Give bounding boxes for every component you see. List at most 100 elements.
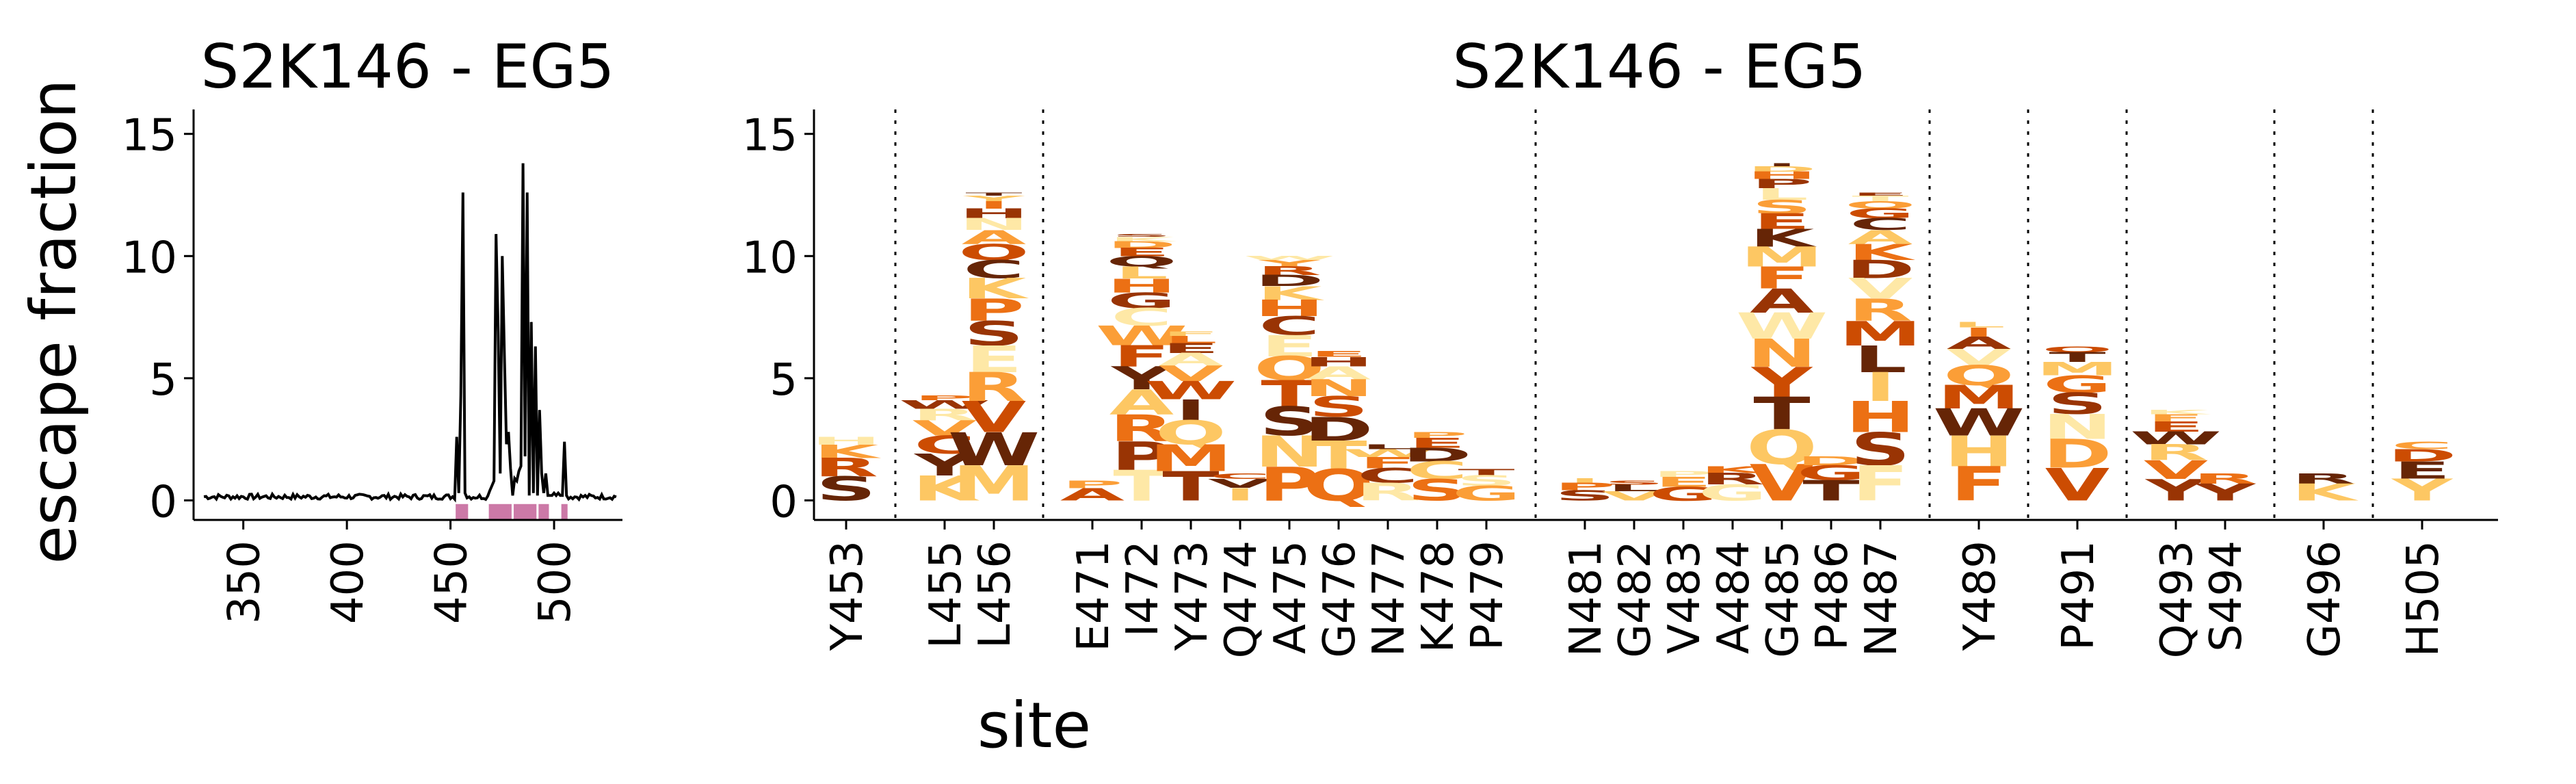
logo-letter-glyph: M — [1839, 314, 1921, 353]
site-tick-label: L456 — [970, 540, 1021, 649]
logo-letter: Y — [1258, 259, 1320, 268]
logo-letter: E — [2147, 419, 2204, 434]
logo-letter-glyph: V — [1848, 273, 1913, 305]
logo-letter: P — [1406, 430, 1467, 440]
logo-letter: T — [1113, 461, 1170, 510]
logo-letter-glyph: W — [1145, 376, 1237, 406]
logo-letter-glyph: P — [1406, 430, 1467, 440]
logo-letter-glyph: Q — [2042, 345, 2113, 354]
logo-letter: D — [1402, 444, 1471, 466]
logo-letter: I — [1569, 478, 1600, 484]
logo-letter: R — [1700, 470, 1765, 488]
group-separators — [894, 109, 2374, 520]
logo-letter: N — [1747, 331, 1817, 376]
logo-letter-glyph: W — [1244, 255, 1336, 261]
logo-letter: A — [1848, 226, 1913, 248]
logo-y-tick-label: 0 — [770, 477, 798, 527]
logo-letter: R — [1356, 478, 1420, 506]
logo-letter-glyph: L — [1755, 185, 1809, 204]
logo-letter-glyph: I — [1175, 393, 1206, 427]
logo-letter: P — [914, 394, 975, 402]
logo-letter-glyph: L — [1854, 339, 1907, 381]
logo-letter-glyph: A — [1159, 350, 1223, 370]
logo-letter: Q — [1845, 199, 1916, 211]
logo-letter-glyph: I — [1963, 325, 1994, 339]
logo-letter: L — [1952, 321, 2006, 329]
logo-letter-glyph: Y — [1258, 259, 1320, 268]
logo-letter: F — [2147, 413, 2204, 424]
logo-letter: T — [1261, 374, 1317, 415]
escape-line — [203, 163, 617, 503]
logo-letter: F — [1753, 261, 1810, 296]
logo-letter-glyph: A — [1109, 382, 1174, 422]
logo-letter: L — [1115, 263, 1168, 283]
logo-letter: S — [1604, 480, 1664, 486]
logo-letter: S — [1407, 473, 1467, 507]
logo-letter: Y — [2391, 473, 2454, 508]
site-line-panel: S2K146 - EG5 escape fraction 0 5 10 15 350 40… — [17, 31, 622, 624]
logo-letter-glyph: T — [1458, 467, 1514, 478]
logo-letter: S — [816, 470, 876, 508]
logo-letter-glyph: C — [1209, 472, 1271, 480]
logo-letter-glyph: D — [1747, 165, 1816, 173]
logo-letter: I — [1175, 393, 1206, 427]
logo-letter: H — [1944, 427, 2014, 476]
logo-letter: N — [959, 215, 1029, 234]
site-tick-label: N481 — [1561, 540, 1612, 657]
logo-letter-glyph: T — [965, 192, 1022, 196]
logo-letter-glyph: N — [1747, 331, 1817, 376]
logo-letter: N — [1254, 427, 1324, 477]
site-tick-label: K478 — [1413, 540, 1464, 653]
logo-letter: M — [952, 456, 1035, 512]
x-tick-label: 350 — [220, 540, 270, 624]
logo-letter-glyph: I — [978, 199, 1009, 211]
logo-letter: L — [1607, 483, 1661, 493]
logo-letter-glyph: I — [1224, 484, 1255, 504]
logo-letter: Q — [1303, 460, 1374, 511]
logo-letter: G — [1649, 483, 1718, 505]
y-tick-label: 0 — [149, 477, 177, 527]
logo-letter: H — [811, 434, 881, 447]
logo-letter: E — [1852, 192, 1908, 196]
logo-letter-glyph: W — [2130, 428, 2222, 449]
logo-letter-glyph: V — [1159, 361, 1224, 386]
logo-letter: G — [1797, 461, 1865, 484]
logo-letter: G — [1846, 206, 1915, 221]
logo-letter: K — [2291, 480, 2360, 506]
logo-letter-glyph: G — [1649, 483, 1718, 505]
logo-letter: H — [1304, 354, 1374, 369]
logo-letter: I — [1766, 162, 1797, 167]
logo-letter: V — [2144, 456, 2209, 485]
logo-letter-glyph: A — [1306, 363, 1371, 383]
logo-letter-glyph: V — [912, 417, 977, 441]
logo-letter-glyph: Y — [914, 448, 977, 483]
site-tick-label: Y489 — [1955, 540, 2006, 651]
logo-letter-glyph: H — [1304, 354, 1374, 369]
logo-letter: A — [1947, 333, 2011, 354]
site-tick-label: V483 — [1659, 540, 1710, 654]
logo-letter: M — [1740, 241, 1823, 273]
logo-letter-glyph: V — [1602, 488, 1667, 503]
logo-letter: C — [1111, 304, 1172, 332]
logo-letter: S — [1752, 196, 1812, 218]
logo-letter: M — [1937, 378, 2020, 416]
logo-letter-glyph: S — [964, 314, 1024, 353]
logo-letter: F — [1162, 330, 1219, 337]
logo-letter-glyph: L — [1164, 334, 1218, 345]
logo-letter: V — [1208, 476, 1273, 491]
logo-letter: P — [1062, 479, 1122, 491]
logo-letter: N — [2042, 407, 2112, 447]
logo-letter-glyph: V — [2144, 456, 2209, 485]
logo-letter: G — [2043, 371, 2112, 398]
logo-letter-glyph: H — [1747, 170, 1817, 181]
logo-letter: T — [1753, 389, 1811, 441]
logo-letter: L — [1854, 339, 1907, 381]
logo-letter-glyph: K — [1257, 283, 1325, 304]
logo-letter: A — [1306, 363, 1371, 383]
logo-letter-glyph: K — [2291, 480, 2360, 506]
logo-letter-glyph: F — [2147, 413, 2204, 424]
logo-letter-glyph: R — [2291, 471, 2356, 487]
logo-letter: S — [1309, 391, 1369, 423]
logo-letter: S — [1259, 398, 1319, 445]
